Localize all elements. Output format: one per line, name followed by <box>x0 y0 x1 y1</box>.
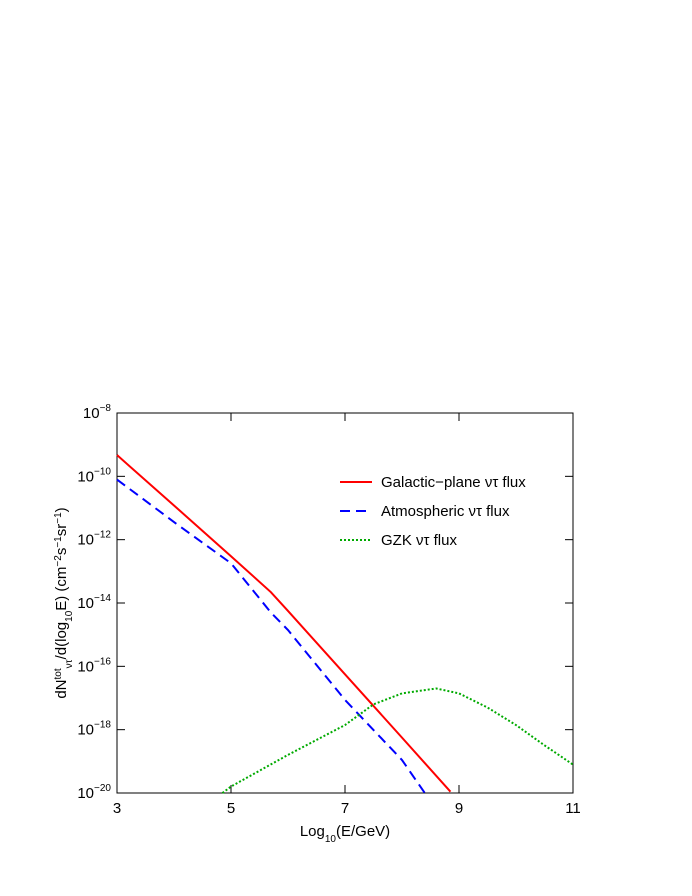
series-line <box>116 478 426 794</box>
x-tick-label: 9 <box>455 800 463 817</box>
x-tick-label: 3 <box>113 800 121 817</box>
y-tick-label: 10−20 <box>77 783 111 802</box>
ylabel-part: s <box>53 548 70 556</box>
y-tick-label: 10−16 <box>77 656 111 675</box>
series-line <box>116 454 452 793</box>
ylabel-part: −1 <box>53 536 64 548</box>
xlabel-part: (E/GeV) <box>336 823 390 840</box>
x-tick-label: 11 <box>565 800 581 817</box>
y-tick-label: 10−10 <box>77 466 111 485</box>
xlabel-part: 10 <box>325 834 337 845</box>
legend-label: Atmospheric ντ flux <box>381 503 510 520</box>
ylabel-part: −2 <box>53 555 64 567</box>
series-line <box>221 687 574 794</box>
y-tick-label: 10−12 <box>77 530 111 549</box>
y-tick-label: 10−8 <box>83 403 112 422</box>
ylabel-part: /d(log <box>53 622 70 660</box>
x-tick-label: 5 <box>227 800 235 817</box>
ylabel-part: E) (cm <box>53 567 70 611</box>
x-tick-label: 7 <box>341 800 349 817</box>
ylabel-part: tot <box>53 668 64 679</box>
ylabel-part: −1 <box>53 512 64 524</box>
ylabel-part: 10 <box>64 610 75 622</box>
ylabel-part: ντ <box>64 659 75 668</box>
ylabel-part: sr <box>53 524 70 537</box>
xlabel: Log10(E/GeV) <box>300 823 390 845</box>
legend-label: Galactic−plane ντ flux <box>381 474 526 491</box>
y-tick-label: 10−18 <box>77 720 111 739</box>
y-tick-label: 10−14 <box>77 593 111 612</box>
ylabel: dNtotντ/d(log10E) (cm−2s−1sr−1) <box>53 507 75 698</box>
ylabel-part: ) <box>53 507 70 512</box>
legend-label: GZK ντ flux <box>381 532 457 549</box>
xlabel-part: Log <box>300 823 325 840</box>
plot-frame <box>116 412 574 794</box>
ylabel-part: dN <box>53 679 70 698</box>
